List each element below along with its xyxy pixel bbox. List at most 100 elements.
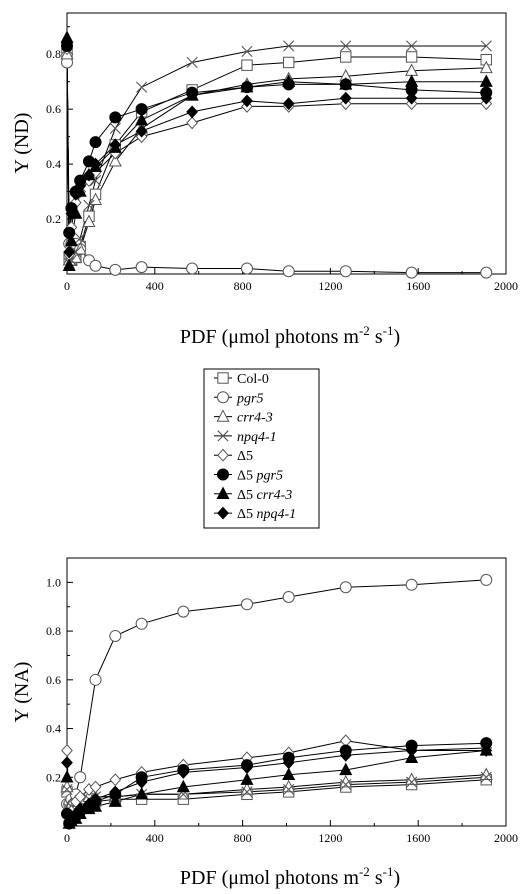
series-group-y-nd — [60, 30, 493, 279]
data-point-d5-crr4-3 — [108, 794, 122, 807]
y-tick-label-nd: 0.4 — [46, 157, 61, 171]
legend-marker — [217, 506, 229, 520]
data-point-d5-npq4-1 — [339, 91, 352, 105]
data-point-d5-npq4-1 — [282, 97, 295, 111]
legend-label: Δ5 pgr5 — [237, 469, 283, 484]
legend-marker — [217, 391, 229, 404]
data-point-pgr5 — [135, 261, 148, 274]
chart-y-nd: 0 400 800 1200 1600 2000 0.2 0.4 0.6 0.8 Y (ND) P… — [11, 12, 518, 348]
legend-label: Col-0 — [237, 372, 269, 387]
series-line-col-0 — [66, 779, 487, 811]
data-point-pgr5 — [109, 263, 122, 276]
y-tick-label-na: 0.8 — [46, 624, 61, 638]
data-point-d5-npq4-1 — [61, 756, 73, 770]
y-axis-label: Y (NA) — [11, 662, 33, 723]
data-point-d5-npq4-1 — [241, 94, 253, 108]
data-point-npq4-1 — [340, 40, 352, 52]
data-point-d5-npq4-1 — [405, 91, 418, 105]
series-line-d5-npq4-1 — [66, 750, 487, 823]
x-tick-label-na: 400 — [146, 831, 164, 845]
data-point-pgr5 — [89, 673, 102, 686]
data-point-pgr5 — [109, 629, 122, 642]
data-point-npq4-1 — [186, 56, 198, 69]
data-point-d5-npq4-1 — [339, 748, 352, 762]
data-point-pgr5 — [405, 266, 418, 279]
x-tick-label-nd: 1200 — [318, 279, 342, 293]
y-tick-label-na: 0.4 — [46, 722, 61, 736]
data-point-d5-crr4-3 — [185, 88, 199, 101]
y-tick-label-nd: 0.8 — [46, 47, 61, 61]
data-point-d5-crr4-3 — [64, 233, 78, 247]
data-point-d5-npq4-1 — [135, 124, 148, 138]
data-point-npq4-1 — [406, 776, 418, 788]
x-axis-label: PDF (μmol photons m-2 s-1) — [180, 323, 400, 348]
data-point-col-0 — [340, 51, 352, 63]
data-point-d5-npq4-1 — [89, 792, 102, 806]
data-point-d5-npq4-1 — [69, 187, 82, 201]
series-line-d5-crr4-3 — [66, 37, 487, 266]
legend-marker — [216, 486, 230, 499]
data-point-d5 — [186, 116, 198, 130]
data-point-d5-npq4-1 — [405, 744, 418, 757]
data-point-d5-npq4-1 — [241, 761, 253, 774]
data-point-d5-crr4-3 — [135, 787, 149, 800]
data-point-col-0 — [241, 59, 253, 71]
x-tick-label-nd: 1600 — [406, 279, 430, 293]
plot-frame-y-nd — [66, 12, 507, 275]
data-point-d5-crr4-3 — [405, 750, 419, 763]
legend: Col-0 pgr5 crr4-3 npq4-1 Δ5 Δ5 pgr5 Δ5 crr4-3 Δ… — [203, 368, 320, 529]
data-point-pgr5 — [74, 771, 87, 784]
legend-marker — [217, 468, 229, 481]
legend-marker — [217, 372, 229, 384]
data-point-pgr5 — [282, 265, 295, 278]
data-point-d5-pgr5 — [109, 111, 122, 124]
data-point-d5-npq4-1 — [109, 785, 122, 799]
legend-label: Δ5 — [237, 449, 253, 464]
data-point-npq4-1 — [283, 40, 295, 52]
legend-label: Δ5 crr4-3 — [237, 488, 292, 503]
data-point-d5-npq4-1 — [83, 168, 95, 182]
series-line-d5-npq4-1 — [66, 43, 487, 253]
data-point-d5-crr4-3 — [60, 769, 74, 783]
data-point-pgr5 — [240, 598, 253, 611]
data-point-npq4-1 — [74, 232, 86, 244]
data-point-npq4-1 — [241, 45, 253, 58]
data-point-d5-npq4-1 — [186, 105, 198, 119]
data-point-npq4-1 — [406, 40, 418, 52]
data-point-d5 — [74, 790, 87, 804]
data-point-d5-crr4-3 — [240, 79, 254, 93]
data-point-pgr5 — [405, 578, 418, 591]
legend-label: crr4-3 — [237, 411, 273, 426]
legend-marker — [217, 430, 229, 442]
legend-marker — [216, 409, 230, 422]
data-point-d5-crr4-3 — [176, 779, 190, 793]
legend-items: Col-0 pgr5 crr4-3 npq4-1 Δ5 Δ5 pgr5 Δ5 crr4-3 Δ… — [214, 372, 296, 522]
legend-box — [203, 368, 320, 529]
legend-label: pgr5 — [236, 391, 263, 406]
data-point-d5-crr4-3 — [62, 258, 76, 271]
data-point-pgr5 — [240, 262, 253, 275]
data-point-crr4-3 — [108, 154, 122, 167]
data-point-d5-npq4-1 — [282, 756, 295, 770]
data-point-npq4-1 — [241, 786, 253, 798]
data-point-d5-pgr5 — [63, 226, 76, 239]
data-point-d5-crr4-3 — [240, 772, 254, 785]
data-point-col-0 — [405, 51, 418, 63]
x-tick-label-nd: 800 — [234, 279, 252, 293]
x-tick-label-nd: 0 — [64, 279, 70, 293]
data-point-d5-crr4-3 — [282, 74, 296, 87]
x-axis-label: PDF (μmol photons m-2 s-1) — [180, 864, 400, 889]
data-point-pgr5 — [89, 259, 102, 272]
data-point-npq4-1 — [109, 122, 121, 134]
series-line-npq4-1 — [66, 45, 487, 265]
x-tick-label-na: 2000 — [494, 831, 518, 845]
data-point-d5-npq4-1 — [177, 765, 190, 779]
data-point-crr4-3 — [405, 63, 419, 76]
series-line-pgr5 — [67, 579, 487, 805]
x-tick-label-na: 1200 — [318, 831, 342, 845]
data-point-col-0 — [282, 56, 295, 69]
data-point-d5-npq4-1 — [74, 802, 87, 816]
data-point-d5-npq4-1 — [74, 179, 87, 193]
legend-label: npq4-1 — [237, 430, 277, 445]
